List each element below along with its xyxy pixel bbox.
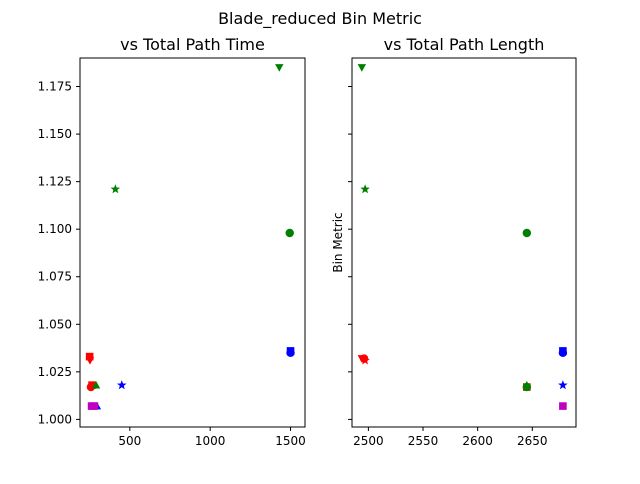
y-tick-label: 1.050	[38, 317, 72, 331]
data-point-green-star	[360, 184, 370, 194]
data-point-blue-circle	[286, 348, 295, 358]
data-point-blue-star	[558, 380, 568, 390]
x-tick-label: 2500	[353, 434, 384, 448]
y-tick-label: 1.150	[38, 127, 72, 141]
subplot-title-path-time: vs Total Path Time	[120, 35, 265, 54]
subplot-title-path-length: vs Total Path Length	[384, 35, 545, 54]
data-point-red-star	[360, 355, 370, 365]
data-point-green-circle	[522, 228, 532, 238]
axes-frame	[351, 57, 577, 428]
data-point-red-triangle-down	[85, 357, 95, 365]
x-tick-label: 1500	[275, 434, 306, 448]
data-point-green-triangle-down	[357, 64, 367, 72]
y-axis-label: Bin Metric	[331, 212, 345, 272]
x-tick-label: 500	[118, 434, 141, 448]
x-tick-label: 2600	[462, 434, 493, 448]
data-point-green-triangle-down	[275, 64, 284, 72]
y-tick-label: 1.075	[38, 270, 72, 284]
data-point-green-triangle-up	[91, 380, 101, 389]
data-point-magenta-square	[90, 402, 99, 410]
y-tick-label: 1.125	[38, 175, 72, 189]
data-point-magenta-square	[559, 402, 567, 410]
subplot-path-length: vs Total Path Length 2500 2550 2600 2650 Bin …	[331, 35, 577, 448]
y-tick-label: 1.025	[38, 365, 72, 379]
data-point-blue-circle	[558, 348, 568, 358]
data-point-green-circle	[522, 382, 532, 392]
data-point-green-circle	[285, 228, 294, 238]
figure-title: Blade_reduced Bin Metric	[218, 9, 422, 29]
data-point-red-square	[85, 352, 94, 361]
scatter-points	[85, 64, 295, 410]
data-point-blue-star	[117, 380, 127, 390]
y-tick-label: 1.175	[38, 80, 72, 94]
y-tick-label: 1.100	[38, 222, 72, 236]
data-point-red-square	[88, 381, 96, 389]
x-tick-label: 1000	[195, 434, 226, 448]
data-point-green-star	[110, 184, 121, 194]
x-tick-label: 2650	[517, 434, 548, 448]
scatter-points	[357, 64, 568, 410]
x-tick-label: 2550	[408, 434, 439, 448]
subplot-path-time: vs Total Path Time 500 1000 1500 1.000 1.025 1…	[38, 35, 306, 448]
y-tick-label: 1.000	[38, 412, 72, 426]
axes-frame	[79, 57, 306, 428]
